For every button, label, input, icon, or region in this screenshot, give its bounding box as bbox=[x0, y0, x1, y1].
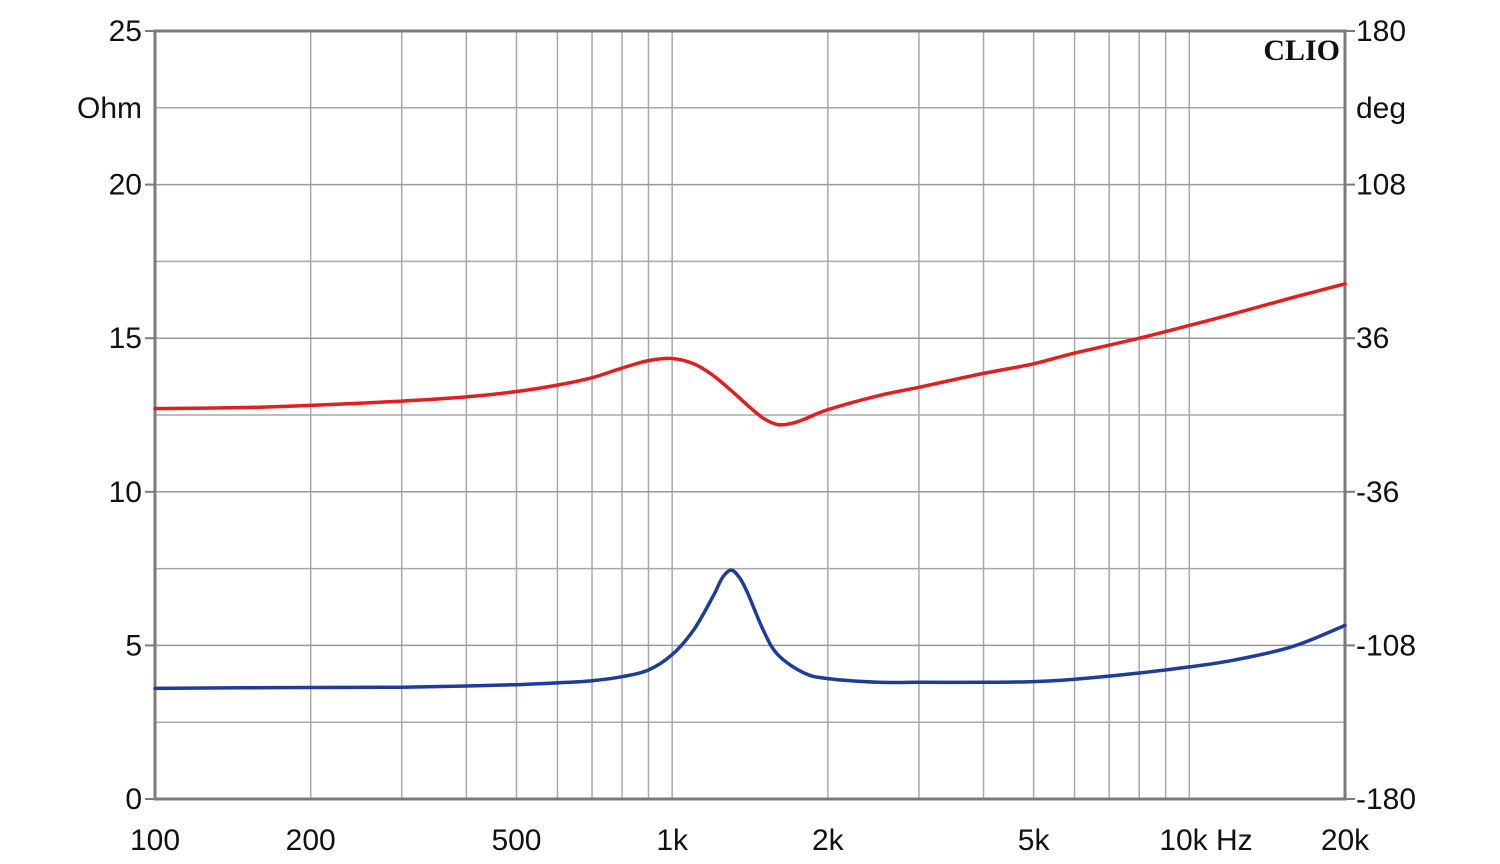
plot-frame bbox=[153, 29, 1347, 801]
x-tick-label: 10k Hz bbox=[1159, 824, 1252, 857]
left-tick-label: 15 bbox=[109, 322, 142, 355]
x-tick-label: 100 bbox=[130, 824, 180, 857]
right-tick-label: 36 bbox=[1356, 322, 1389, 355]
x-tick-label: 20k bbox=[1321, 824, 1370, 857]
right-axis-ticks: -180 -108 -36 36 108 180 bbox=[1345, 15, 1416, 816]
x-axis-ticks: 100 200 500 1k 2k 5k 10k Hz 20k bbox=[130, 824, 1370, 857]
left-axis-ticks: 0 5 10 15 20 25 bbox=[109, 15, 155, 816]
left-tick-label: 0 bbox=[125, 783, 142, 816]
left-tick-label: 5 bbox=[125, 629, 142, 662]
clio-logo-text: CLIO bbox=[1263, 34, 1340, 67]
series-group bbox=[153, 282, 1347, 691]
x-tick-label: 5k bbox=[1018, 824, 1051, 857]
left-tick-label: 10 bbox=[109, 476, 142, 509]
minor-grid bbox=[155, 31, 1345, 799]
right-tick-label: -108 bbox=[1356, 629, 1416, 662]
impedance-curve-blue bbox=[153, 568, 1347, 691]
x-tick-label: 500 bbox=[491, 824, 541, 857]
major-grid bbox=[155, 183, 1345, 647]
left-tick-label: 20 bbox=[109, 169, 142, 202]
left-tick-label: 25 bbox=[109, 15, 142, 48]
right-tick-label: 180 bbox=[1356, 15, 1406, 48]
x-tick-label: 200 bbox=[286, 824, 336, 857]
x-tick-label: 2k bbox=[812, 824, 845, 857]
phase-curve-red bbox=[153, 282, 1347, 427]
right-tick-label: -180 bbox=[1356, 783, 1416, 816]
x-tick-label: 1k bbox=[656, 824, 689, 857]
left-axis-unit: Ohm bbox=[77, 92, 142, 125]
right-axis-unit: deg bbox=[1356, 92, 1406, 125]
right-tick-label: 108 bbox=[1356, 169, 1406, 202]
right-tick-label: -36 bbox=[1356, 476, 1399, 509]
